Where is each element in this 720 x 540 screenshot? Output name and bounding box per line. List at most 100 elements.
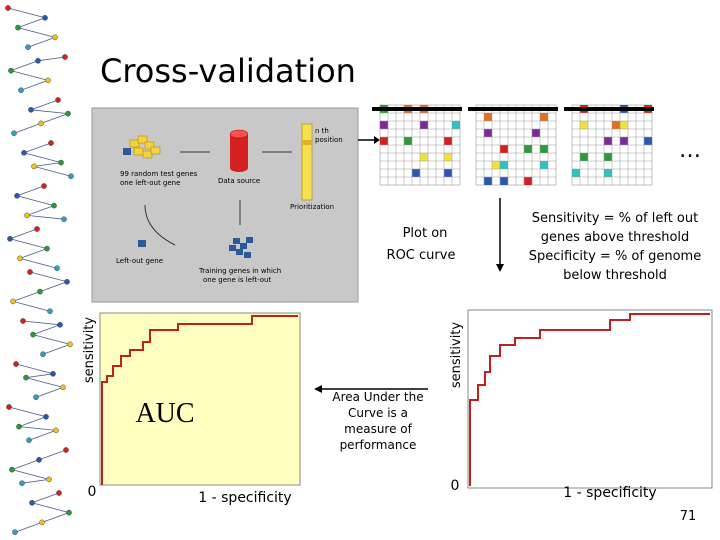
network-edge [11,459,40,470]
matrix-cell [444,137,452,145]
matrix-cell [540,145,548,153]
network-node [68,173,74,179]
matrix-cell [644,137,652,145]
network-edge [32,334,71,345]
matrix-cell [452,121,460,129]
network-edge [16,195,55,206]
roc-frame [467,309,713,489]
network-edge [38,449,67,461]
network-node [29,499,35,506]
matrix-bar [372,107,462,111]
network-node [38,120,44,127]
network-node [36,456,42,463]
network-node [45,77,51,84]
matrix-cell [500,177,508,185]
network-edge [12,291,41,302]
ellipsis: … [679,138,701,163]
network-edge [41,512,70,523]
network-edge [42,344,71,355]
network-node [15,24,21,31]
network-node [63,447,69,453]
network-edge [27,37,56,48]
network-node [35,58,41,64]
origin-label: 0 [88,484,97,500]
matrix-cell [604,153,612,161]
network-edge [16,185,45,197]
network-edge [31,492,60,504]
network-node [58,159,64,166]
matrix-cell [444,169,452,177]
matrix-cell [540,113,548,121]
network-node [16,423,22,430]
network-edge [29,271,68,283]
network-node [30,331,36,338]
network-node [13,361,19,367]
network-node [23,374,29,381]
network-node [10,298,16,305]
slide-title: Cross-validation [100,52,356,90]
network-node [31,163,37,170]
matrix-cell [484,129,492,137]
auc-note: Area Under the Curve is a measure of perfor… [332,390,423,452]
matrix-cell [492,161,500,169]
matrix-cell [420,121,428,129]
matrix-cell [580,153,588,161]
matrix-bar [564,107,654,111]
network-node [47,308,53,315]
network-edge [9,228,38,240]
prioritization-bar [301,123,313,201]
network-node [48,140,54,146]
network-edge [30,109,69,114]
decoration-strip [5,5,74,536]
network-edge [23,152,62,163]
network-node [33,394,39,401]
network-node [12,529,18,536]
plot-note: Plot on ROC curve [387,226,456,263]
network-node [43,413,49,420]
network-node [11,130,17,136]
matrix-cell [532,129,540,137]
label: Training genes in which one gene is left-… [198,267,281,284]
arrow-head [496,264,504,272]
network-node [53,427,59,434]
matrix-cell [580,121,588,129]
network-edge [37,56,66,62]
network-edge [19,258,58,269]
network-edge [26,215,65,220]
roc-curve [469,313,710,486]
network-edge [20,80,49,91]
definition: Sensitivity = % of left out genes above t… [529,211,701,283]
network-node [55,97,61,103]
network-edge [23,142,52,154]
network-node [25,44,31,51]
training-genes-icon [229,237,253,258]
matrix-cell [380,137,388,145]
label: n th position [315,127,343,144]
network-edge [12,301,51,312]
matrix-cell [444,153,452,161]
arrow [144,204,176,246]
matrices [372,104,654,186]
network-node [52,34,58,41]
matrix-cell [524,145,532,153]
network-edge [32,324,61,335]
network-edge [33,166,72,177]
network-node [46,476,52,483]
network-node [64,278,70,285]
matrix-cell [404,137,412,145]
axis-label: sensitivity [82,317,97,384]
matrix-cell [572,169,580,177]
network-edge [25,377,64,388]
network-edge [8,406,47,418]
axis-label: 1 - specificity [198,490,291,506]
gene-cluster [123,135,161,159]
auc-label: AUC [135,398,194,429]
axis-label: 1 - specificity [563,485,656,501]
network-node [21,149,27,156]
network-edge [10,60,39,71]
matrix-cell [620,121,628,129]
matrix-cell [500,161,508,169]
network-node [62,54,68,60]
network-node [9,466,15,473]
auc-area [99,312,301,486]
